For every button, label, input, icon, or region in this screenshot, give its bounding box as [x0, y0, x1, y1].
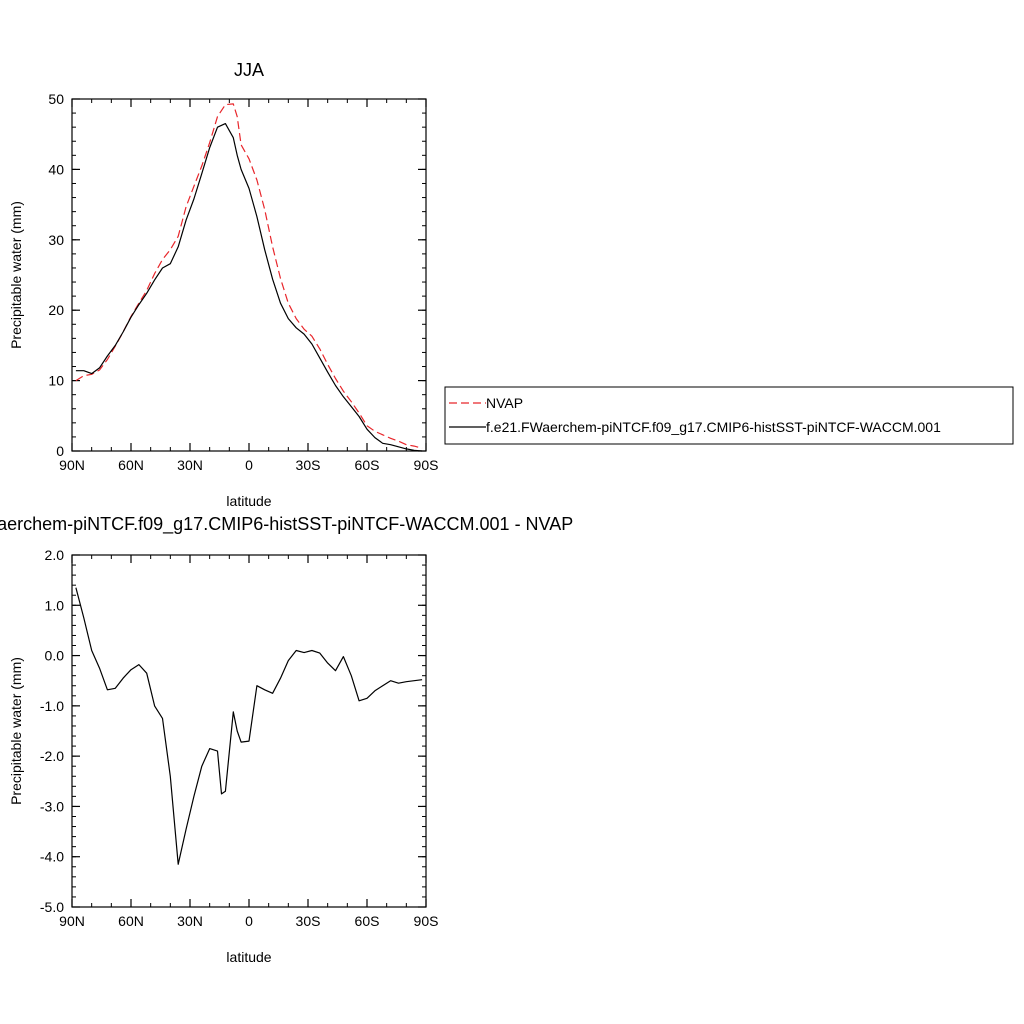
x-tick-label: 30S: [296, 913, 321, 929]
y-tick-label: 0: [56, 443, 64, 459]
x-tick-label: 90S: [414, 913, 439, 929]
x-tick-label: 60S: [355, 913, 380, 929]
chart-bottom-difference: f.e21.FWaerchem-piNTCF.f09_g17.CMIP6-his…: [0, 514, 573, 965]
y-tick-label: -2.0: [40, 748, 64, 764]
y-tick-label: 10: [48, 373, 64, 389]
series-nvap-line: [75, 103, 423, 449]
legend-label: f.e21.FWaerchem-piNTCF.f09_g17.CMIP6-his…: [486, 419, 941, 435]
x-tick-label: 30N: [177, 913, 203, 929]
plot-frame: [71, 554, 427, 908]
x-axis-label: latitude: [226, 949, 271, 965]
x-tick-label: 30N: [177, 457, 203, 473]
chart-title: JJA: [234, 60, 264, 80]
y-tick-label: 1.0: [45, 597, 65, 613]
x-tick-label: 60S: [355, 457, 380, 473]
y-tick-label: 20: [48, 302, 64, 318]
x-axis-label: latitude: [226, 493, 271, 509]
plot-frame: [71, 98, 427, 452]
y-tick-label: -3.0: [40, 798, 64, 814]
x-tick-label: 0: [245, 457, 253, 473]
x-tick-label: 90N: [59, 913, 85, 929]
chart-title: f.e21.FWaerchem-piNTCF.f09_g17.CMIP6-his…: [0, 514, 573, 535]
x-tick-label: 60N: [118, 913, 144, 929]
series-model-line: [75, 122, 423, 452]
x-tick-label: 90S: [414, 457, 439, 473]
y-tick-label: 50: [48, 91, 64, 107]
y-tick-label: 40: [48, 161, 64, 177]
y-tick-label: -5.0: [40, 899, 64, 915]
y-tick-label: -4.0: [40, 849, 64, 865]
chart-legend: NVAP f.e21.FWaerchem-piNTCF.f09_g17.CMIP6…: [444, 386, 1014, 445]
x-tick-label: 30S: [296, 457, 321, 473]
legend-box: [444, 386, 1014, 445]
x-tick-label: 90N: [59, 457, 85, 473]
x-tick-label: 60N: [118, 457, 144, 473]
y-axis-label: Precipitable water (mm): [8, 201, 24, 349]
y-tick-label: 30: [48, 232, 64, 248]
x-tick-label: 0: [245, 913, 253, 929]
y-tick-label: -1.0: [40, 698, 64, 714]
y-tick-label: 2.0: [45, 547, 65, 563]
legend-label: NVAP: [486, 395, 523, 411]
y-tick-label: 0.0: [45, 648, 65, 664]
y-axis-label: Precipitable water (mm): [8, 657, 24, 805]
chart-top-jja: JJA 90N 60N 30N 0 30S 60S 90S 0 10 20 30 40 50 latitud…: [8, 60, 438, 509]
series-difference-line: [75, 587, 423, 865]
